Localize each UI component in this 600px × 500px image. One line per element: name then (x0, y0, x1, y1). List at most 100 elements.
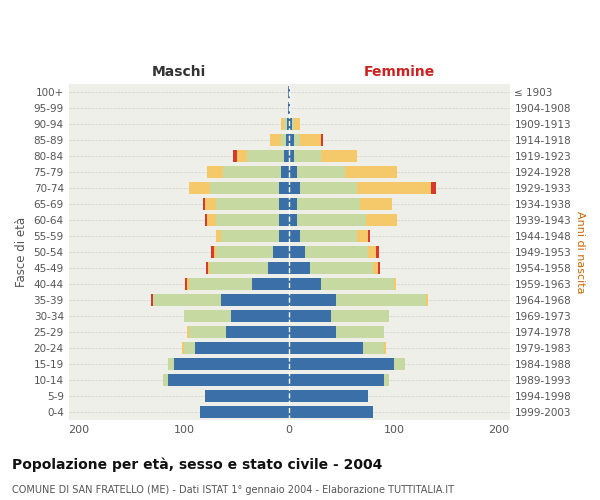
Bar (236, 150, 247, 162)
Bar (289, 166, 298, 178)
Bar (281, 118, 284, 130)
Bar (289, 406, 373, 418)
Bar (190, 326, 226, 338)
Bar (320, 150, 358, 162)
Bar (383, 374, 389, 386)
Bar (274, 246, 289, 258)
Bar (215, 198, 278, 210)
Bar (184, 342, 194, 354)
Bar (366, 214, 397, 226)
Bar (278, 214, 289, 226)
Bar (288, 102, 289, 115)
Bar (270, 134, 281, 146)
Bar (173, 358, 289, 370)
Bar (253, 278, 289, 290)
Bar (320, 134, 323, 146)
Bar (289, 134, 295, 146)
Bar (287, 118, 289, 130)
Bar (288, 86, 289, 99)
Bar (289, 294, 337, 306)
Bar (286, 134, 289, 146)
Bar (281, 134, 286, 146)
Bar (187, 278, 190, 290)
Bar (295, 118, 299, 130)
Bar (207, 214, 215, 226)
Bar (295, 134, 299, 146)
Bar (373, 262, 378, 274)
Bar (378, 262, 380, 274)
Bar (278, 230, 289, 242)
Bar (299, 230, 358, 242)
Bar (208, 262, 211, 274)
Bar (214, 246, 215, 258)
Bar (206, 262, 208, 274)
Bar (215, 246, 274, 258)
Bar (184, 310, 232, 322)
Bar (205, 214, 207, 226)
Bar (289, 182, 299, 194)
Bar (298, 198, 361, 210)
Bar (358, 182, 431, 194)
Bar (289, 278, 320, 290)
Bar (337, 326, 383, 338)
Bar (298, 214, 366, 226)
Bar (152, 294, 221, 306)
Bar (431, 182, 436, 194)
Bar (368, 246, 376, 258)
Bar (268, 262, 289, 274)
Bar (211, 262, 268, 274)
Bar (247, 150, 284, 162)
Bar (207, 166, 223, 178)
Bar (278, 182, 289, 194)
Bar (205, 198, 215, 210)
Bar (289, 262, 310, 274)
Bar (232, 310, 289, 322)
Bar (289, 150, 295, 162)
Bar (289, 390, 368, 402)
Bar (289, 102, 290, 115)
Bar (284, 118, 287, 130)
Legend:  (284, 46, 294, 56)
Bar (299, 182, 358, 194)
Bar (394, 278, 396, 290)
Bar (289, 246, 305, 258)
Bar (284, 150, 289, 162)
Bar (200, 406, 289, 418)
Bar (163, 374, 169, 386)
Bar (289, 86, 290, 99)
Bar (310, 262, 373, 274)
Bar (221, 230, 278, 242)
Bar (331, 310, 389, 322)
Bar (226, 326, 289, 338)
Bar (368, 230, 370, 242)
Text: COMUNE DI SAN FRATELLO (ME) - Dati ISTAT 1° gennaio 2004 - Elaborazione TUTTITAL: COMUNE DI SAN FRATELLO (ME) - Dati ISTAT… (12, 485, 454, 495)
Bar (289, 198, 298, 210)
Bar (361, 198, 392, 210)
Bar (289, 374, 383, 386)
Bar (289, 230, 299, 242)
Bar (205, 390, 289, 402)
Bar (289, 118, 292, 130)
Bar (425, 294, 428, 306)
Bar (211, 246, 214, 258)
Text: Femmine: Femmine (364, 66, 435, 80)
Bar (182, 342, 184, 354)
Bar (289, 358, 394, 370)
Bar (185, 278, 187, 290)
Bar (203, 198, 205, 210)
Bar (169, 374, 289, 386)
Bar (223, 166, 281, 178)
Bar (289, 310, 331, 322)
Text: Popolazione per età, sesso e stato civile - 2004: Popolazione per età, sesso e stato civil… (12, 458, 382, 472)
Bar (320, 278, 394, 290)
Bar (394, 358, 404, 370)
Bar (151, 294, 152, 306)
Bar (383, 342, 386, 354)
Bar (305, 246, 368, 258)
Bar (289, 214, 298, 226)
Bar (211, 182, 278, 194)
Bar (292, 118, 295, 130)
Bar (295, 150, 320, 162)
Bar (358, 230, 368, 242)
Bar (289, 326, 337, 338)
